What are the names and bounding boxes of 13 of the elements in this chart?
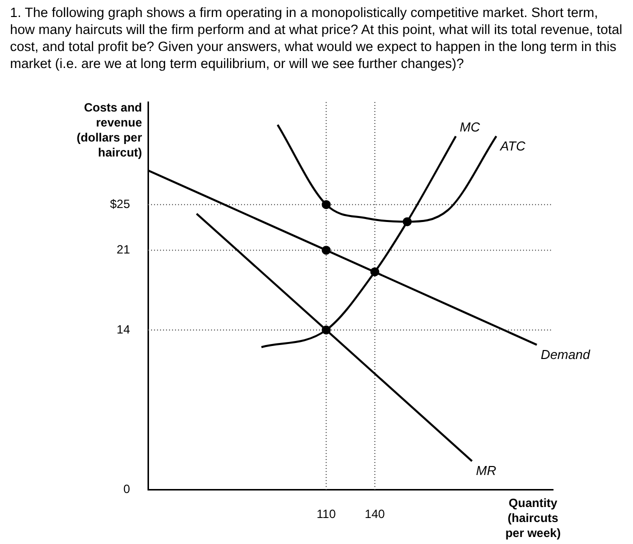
- y-axis-title: Costs and revenue (dollars per haircut): [76, 100, 142, 160]
- chart-title: 1. The following graph shows a firm operating in a monopolistically competitive market. Short term, how many haircuts will the firm perform and at what price? At this point, what will its total revenue, total cost, and total profit be? Given your answers, what would we expect to happen in the long term in this market (i.e. are we at long term equilibrium, or will we see further changes)?: [9, 4, 624, 72]
- y-tick-label: $25: [110, 196, 130, 211]
- x-tick-label: 140: [364, 507, 386, 522]
- x-axis-title: Quantity (haircuts per week): [505, 496, 561, 540]
- y-tick-label: 14: [116, 322, 130, 336]
- series-label: MR: [476, 463, 496, 478]
- y-tick-label: 21: [116, 242, 130, 257]
- y-tick-label: 0: [123, 482, 130, 496]
- x-tick-label: 110: [316, 507, 336, 522]
- series-label: Demand: [540, 346, 591, 362]
- series-label: MC: [460, 119, 481, 134]
- series-label: ATC: [499, 138, 526, 154]
